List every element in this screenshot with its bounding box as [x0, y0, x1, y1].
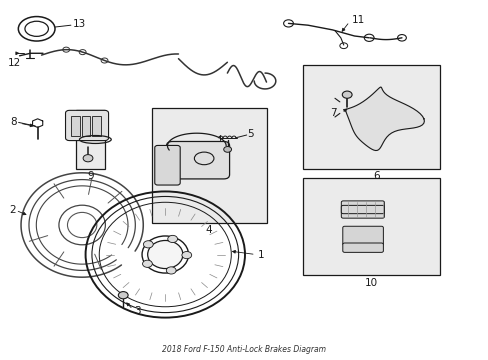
FancyBboxPatch shape [341, 201, 384, 218]
Circle shape [143, 241, 153, 248]
Circle shape [342, 91, 351, 98]
Text: 12: 12 [7, 58, 20, 68]
FancyBboxPatch shape [342, 226, 383, 246]
FancyBboxPatch shape [154, 145, 180, 185]
Bar [303, 178, 439, 275]
Circle shape [182, 252, 191, 259]
Circle shape [167, 235, 177, 243]
Circle shape [223, 147, 231, 152]
Bar [151, 108, 266, 223]
Bar [76, 110, 105, 169]
Text: 2: 2 [9, 205, 16, 215]
FancyBboxPatch shape [81, 116, 90, 136]
Circle shape [83, 155, 93, 162]
Circle shape [118, 292, 128, 299]
Ellipse shape [147, 240, 183, 269]
Text: 5: 5 [247, 129, 254, 139]
Text: 10: 10 [365, 278, 377, 288]
Text: 11: 11 [351, 15, 365, 25]
Text: 3: 3 [134, 306, 141, 316]
Text: 1: 1 [258, 249, 264, 260]
Bar [303, 65, 439, 169]
FancyBboxPatch shape [65, 110, 108, 140]
FancyBboxPatch shape [92, 116, 101, 136]
FancyBboxPatch shape [341, 205, 384, 213]
Text: 13: 13 [72, 19, 85, 29]
FancyBboxPatch shape [71, 116, 80, 136]
Text: 8: 8 [10, 117, 17, 127]
Circle shape [166, 267, 176, 274]
Text: 9: 9 [87, 171, 94, 181]
Polygon shape [345, 87, 424, 150]
Circle shape [142, 260, 152, 267]
FancyBboxPatch shape [166, 141, 229, 179]
Text: 2018 Ford F-150 Anti-Lock Brakes Diagram: 2018 Ford F-150 Anti-Lock Brakes Diagram [162, 345, 326, 354]
FancyBboxPatch shape [342, 243, 383, 252]
Text: 7: 7 [329, 108, 336, 118]
Text: 6: 6 [372, 171, 379, 181]
Text: 4: 4 [205, 225, 212, 235]
